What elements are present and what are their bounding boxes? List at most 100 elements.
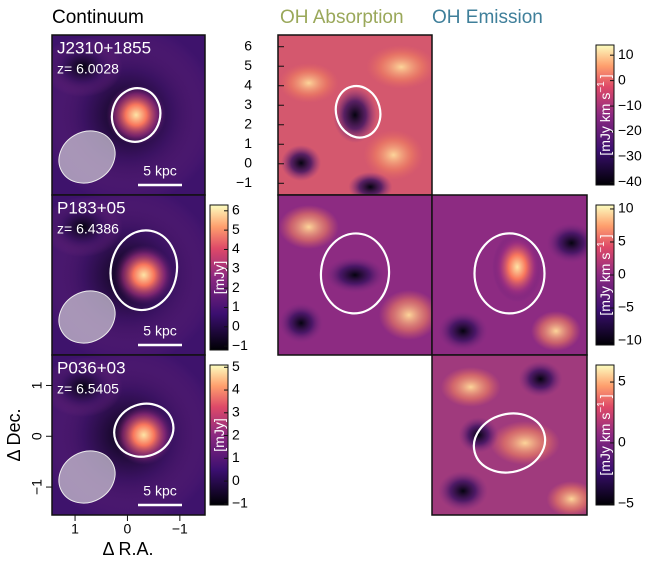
colorbar-label: [mJy] — [211, 261, 227, 294]
tick-label: 6 — [232, 202, 240, 218]
tick-label: 3 — [244, 96, 252, 112]
axis-label: Δ Dec. — [4, 408, 24, 461]
tick-label: −40 — [618, 173, 642, 189]
contour — [319, 232, 391, 315]
map-panel — [432, 355, 587, 515]
map-feature — [531, 311, 581, 351]
tick-label: −30 — [618, 148, 642, 164]
tick-label: −1 — [29, 479, 45, 495]
scale-label: 5 kpc — [143, 323, 176, 339]
tick-label: 10 — [618, 200, 634, 216]
tick-label: −10 — [618, 332, 642, 348]
contour — [113, 402, 175, 458]
tick-label: 2 — [232, 426, 240, 442]
label-sup: −1 — [596, 241, 607, 253]
colorbar-label: [mJy km s−1] — [596, 74, 613, 155]
tick-label: 2 — [244, 115, 252, 131]
map-feature — [458, 417, 499, 453]
map-feature — [492, 232, 543, 302]
title: OH Absorption — [280, 7, 404, 28]
tick-label: 1 — [244, 135, 252, 151]
colorbar-label: [mJy km s−1] — [596, 394, 613, 475]
tick-label: 0 — [244, 154, 252, 170]
tick-label: 5 — [618, 373, 626, 389]
scale-label: 5 kpc — [143, 163, 176, 179]
colorbar — [209, 364, 229, 506]
panel-frame — [431, 354, 588, 516]
beam — [58, 290, 116, 344]
tick-label: −1 — [232, 495, 248, 511]
tick-label: 5 — [232, 221, 240, 237]
map-feature — [52, 37, 123, 97]
tick-label: 0 — [29, 432, 45, 440]
tick-label: 3 — [232, 260, 240, 276]
contour — [472, 412, 547, 474]
label-sup: −1 — [596, 401, 607, 413]
tick-label: 2 — [232, 279, 240, 295]
redshift: z= 6.5405 — [57, 381, 119, 397]
tick-label: 0 — [232, 472, 240, 488]
label-text: [mJy] — [211, 261, 227, 294]
tick-label: 1 — [71, 521, 79, 537]
source-name: P036+03 — [57, 358, 126, 377]
label-end: ] — [597, 74, 613, 78]
colorbar-label: [mJy km s−1] — [596, 234, 613, 315]
tick-label: −10 — [618, 97, 642, 113]
map-feature — [363, 130, 424, 180]
axis-label: Δ R.A. — [102, 539, 153, 559]
tick-label: 1 — [29, 381, 45, 389]
contour — [109, 229, 179, 312]
map-feature — [546, 223, 587, 263]
map-feature — [438, 311, 488, 351]
map-feature — [279, 303, 324, 343]
tick-label: 4 — [232, 381, 240, 397]
tick-label: 0 — [618, 266, 626, 282]
tick-label: −5 — [618, 299, 634, 315]
label-text: [mJy km s — [597, 253, 613, 316]
tick-label: 4 — [232, 240, 240, 256]
tick-label: −20 — [618, 122, 642, 138]
tick-label: −1 — [232, 337, 248, 353]
tick-label: 5 — [618, 233, 626, 249]
map-feature — [113, 245, 174, 305]
map-feature — [438, 471, 488, 511]
tick-label: −5 — [618, 494, 634, 510]
tick-label: 1 — [232, 449, 240, 465]
colorbar-label: [mJy] — [211, 418, 227, 451]
map-feature — [440, 367, 501, 407]
tick-label: 10 — [618, 46, 634, 62]
map-feature — [366, 45, 432, 89]
tick-label: 5 — [232, 358, 240, 374]
colorbar — [595, 44, 615, 186]
tick-label: 5 — [244, 57, 252, 73]
redshift: z= 6.4386 — [57, 221, 119, 237]
tick-label: −1 — [172, 521, 188, 537]
colorbar — [209, 204, 229, 351]
tick-label: 6 — [244, 37, 252, 53]
tick-label: −1 — [236, 174, 252, 190]
title: Continuum — [52, 7, 144, 28]
beam — [58, 450, 116, 504]
map-feature — [52, 357, 123, 417]
label-end: ] — [597, 394, 613, 398]
tick-label: 1 — [232, 298, 240, 314]
title: OH Emission — [432, 7, 543, 28]
contour — [110, 87, 162, 143]
map-panel — [432, 195, 587, 355]
label-sup: −1 — [596, 81, 607, 93]
label-text: [mJy km s — [597, 413, 613, 476]
contour — [473, 232, 546, 315]
tick-label: 0 — [232, 318, 240, 334]
tick-label: 0 — [618, 71, 626, 87]
map-panel — [278, 195, 432, 355]
map-feature — [546, 481, 587, 515]
colorbar — [595, 364, 615, 506]
redshift: z= 6.0028 — [57, 61, 119, 77]
label-text: [mJy km s — [597, 93, 613, 156]
map-feature — [106, 85, 167, 145]
label-text: [mJy] — [211, 418, 227, 451]
map-feature — [278, 205, 339, 249]
source-name: P183+05 — [57, 198, 126, 217]
map-feature — [281, 145, 322, 181]
